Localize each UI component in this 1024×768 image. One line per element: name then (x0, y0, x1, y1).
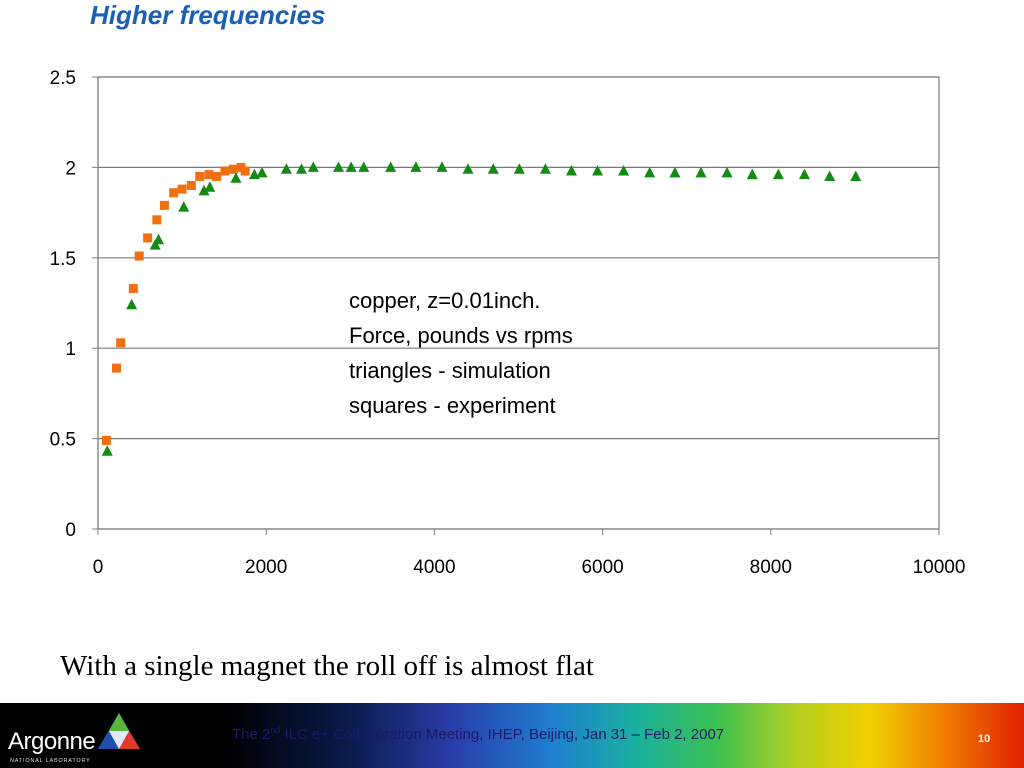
logo-text: Argonne (8, 728, 96, 755)
experiment-point (101, 435, 111, 445)
y-tick-label: 0.5 (50, 430, 76, 451)
x-tick-label: 4000 (413, 557, 455, 578)
simulation-point (721, 166, 733, 178)
simulation-point (296, 163, 308, 174)
simulation-point (248, 168, 260, 180)
experiment-point (112, 363, 122, 373)
simulation-point (307, 161, 319, 172)
x-tick-label: 0 (93, 557, 104, 578)
x-tick-label: 10000 (913, 557, 966, 578)
annotation-line: copper, z=0.01inch. (349, 288, 541, 313)
simulation-point (126, 298, 138, 310)
simulation-point (358, 161, 370, 172)
footer-bar: Argonne NATIONAL LABORATORY The 2nd ILC … (0, 703, 1024, 768)
simulation-point (345, 161, 357, 172)
simulation-point (198, 184, 210, 196)
simulation-point (149, 239, 161, 250)
meeting-info: The 2nd ILC e+ Collaboration Meeting, IH… (232, 725, 724, 743)
argonne-triangle-icon (98, 713, 140, 749)
simulation-point (385, 161, 397, 172)
annotation-line: Force, pounds vs rpms (349, 323, 573, 348)
meeting-prefix: The 2 (232, 726, 271, 743)
simulation-point (513, 163, 525, 174)
simulation-point (333, 161, 345, 172)
simulation-point (772, 168, 784, 180)
chart-annotation: copper, z=0.01inch. Force, pounds vs rpm… (349, 283, 573, 423)
experiment-point (159, 200, 169, 210)
simulation-point (280, 163, 292, 174)
x-tick-label: 6000 (581, 557, 623, 578)
simulation-point (204, 181, 216, 192)
annotation-line: triangles - simulation (349, 358, 551, 383)
page-number: 10 (978, 733, 991, 745)
simulation-point (746, 168, 758, 180)
experiment-point (220, 166, 230, 176)
simulation-point (824, 170, 836, 181)
x-tick-label: 2000 (245, 557, 287, 578)
experiment-point (240, 166, 250, 176)
experiment-point (228, 164, 238, 174)
experiment-point (195, 171, 205, 181)
scatter-chart: 0 0.5 1 1.5 2 2.5 0 2000 4000 6000 8000 10000 (50, 68, 966, 578)
simulation-point (101, 445, 113, 456)
simulation-point (644, 166, 656, 178)
experiment-point (204, 170, 214, 180)
experiment-point (143, 233, 153, 243)
simulation-point (850, 170, 862, 181)
meeting-suffix: ILC e+ Collaboration Meeting, IHEP, Beij… (280, 726, 725, 743)
y-tick-label: 2 (65, 158, 76, 179)
simulation-point (410, 161, 422, 172)
y-tick-label: 2.5 (50, 68, 76, 89)
experiment-point (186, 180, 196, 190)
simulation-point (487, 163, 499, 174)
simulation-point (178, 201, 190, 212)
annotation-line: squares - experiment (349, 393, 556, 418)
simulation-point (592, 165, 604, 176)
experiment-point (128, 284, 138, 294)
simulation-point (618, 165, 630, 176)
meeting-sup: nd (270, 725, 281, 735)
experiment-point (116, 338, 126, 348)
simulation-point (462, 163, 474, 174)
slide-caption: With a single magnet the roll off is alm… (60, 650, 594, 682)
y-tick-label: 0 (65, 520, 76, 541)
simulation-point (695, 166, 707, 178)
simulation-point (669, 166, 681, 178)
experiment-point (134, 251, 144, 261)
experiment-point (212, 171, 222, 181)
simulation-point (436, 161, 448, 172)
experiment-point (152, 215, 162, 225)
slide-title: Higher frequencies (90, 0, 326, 30)
y-tick-label: 1 (65, 339, 76, 360)
simulation-point (153, 233, 165, 245)
simulation-point (565, 165, 577, 176)
simulation-point (798, 168, 810, 180)
argonne-logo: Argonne NATIONAL LABORATORY (8, 711, 140, 764)
simulation-point (230, 172, 242, 183)
simulation-point (539, 163, 551, 174)
logo-subtext: NATIONAL LABORATORY (10, 758, 91, 764)
experiment-point (177, 184, 187, 194)
simulation-point (256, 166, 268, 178)
y-tick-label: 1.5 (50, 249, 76, 270)
experiment-point (169, 188, 179, 198)
x-tick-label: 8000 (750, 557, 792, 578)
